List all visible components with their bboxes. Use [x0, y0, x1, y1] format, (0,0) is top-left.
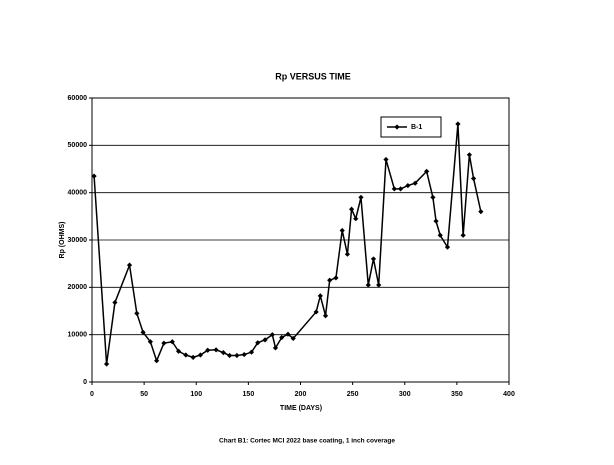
marker: [317, 293, 323, 299]
marker: [430, 194, 436, 200]
marker: [112, 299, 118, 306]
marker: [91, 173, 97, 179]
marker: [313, 309, 319, 315]
caption: Chart B1: Cortec MCI 2022 base coating, …: [219, 438, 395, 445]
marker: [333, 275, 339, 281]
marker: [220, 350, 226, 356]
marker: [175, 348, 182, 354]
marker: [466, 152, 472, 158]
marker: [365, 282, 371, 288]
marker: [154, 358, 160, 364]
marker: [272, 345, 279, 351]
marker: [103, 361, 110, 367]
marker: [383, 156, 389, 163]
marker: [433, 218, 439, 224]
marker: [262, 337, 268, 343]
marker: [358, 194, 364, 200]
marker: [391, 186, 397, 192]
marker: [460, 232, 466, 238]
marker: [213, 347, 219, 353]
marker: [126, 262, 133, 268]
y-axis-label: Rp (OHMS): [59, 222, 66, 259]
marker: [279, 334, 285, 341]
y-tick-label: 60000: [68, 95, 88, 102]
x-tick-label: 400: [503, 391, 515, 398]
marker: [227, 352, 233, 359]
marker: [197, 352, 204, 358]
marker: [161, 340, 167, 346]
marker: [470, 175, 477, 182]
marker: [394, 124, 400, 130]
marker: [147, 339, 153, 345]
x-axis-label: TIME (DAYS): [280, 405, 322, 412]
marker: [190, 354, 196, 360]
marker: [437, 232, 443, 238]
marker: [234, 352, 240, 359]
legend-label: B-1: [411, 124, 422, 131]
marker: [339, 227, 345, 234]
y-tick-label: 10000: [68, 332, 88, 339]
legend-box: [380, 116, 442, 138]
marker: [327, 277, 333, 283]
marker: [134, 310, 140, 316]
x-tick-label: 350: [451, 391, 463, 398]
marker: [248, 349, 255, 355]
x-tick-label: 150: [243, 391, 255, 398]
marker: [478, 209, 484, 215]
marker: [241, 351, 247, 358]
x-tick-label: 50: [140, 391, 148, 398]
chart-title: Rp VERSUS TIME: [275, 71, 351, 81]
y-tick-label: 20000: [68, 284, 88, 291]
marker: [424, 168, 430, 174]
marker: [397, 186, 404, 192]
y-tick-label: 50000: [68, 142, 88, 149]
y-tick-label: 40000: [68, 190, 88, 197]
y-tick-label: 0: [83, 379, 87, 386]
marker: [376, 282, 382, 288]
marker: [455, 121, 461, 127]
x-tick-label: 100: [190, 391, 202, 398]
marker: [255, 340, 261, 346]
y-tick-label: 30000: [68, 237, 88, 244]
marker: [444, 244, 451, 250]
marker: [290, 335, 296, 342]
marker: [322, 313, 329, 319]
marker: [183, 352, 189, 358]
marker: [370, 256, 377, 262]
series-line: [93, 123, 482, 365]
marker: [169, 339, 175, 345]
marker: [405, 182, 411, 189]
marker: [140, 329, 146, 335]
x-tick-label: 250: [347, 391, 359, 398]
x-tick-label: 300: [399, 391, 411, 398]
x-tick-label: 200: [295, 391, 307, 398]
x-tick-label: 0: [90, 391, 94, 398]
marker: [348, 206, 355, 212]
marker: [269, 332, 275, 338]
marker: [205, 347, 211, 353]
marker: [344, 251, 351, 257]
marker: [285, 331, 291, 337]
marker: [412, 180, 418, 186]
marker: [353, 216, 359, 222]
plot-frame: [91, 97, 510, 383]
